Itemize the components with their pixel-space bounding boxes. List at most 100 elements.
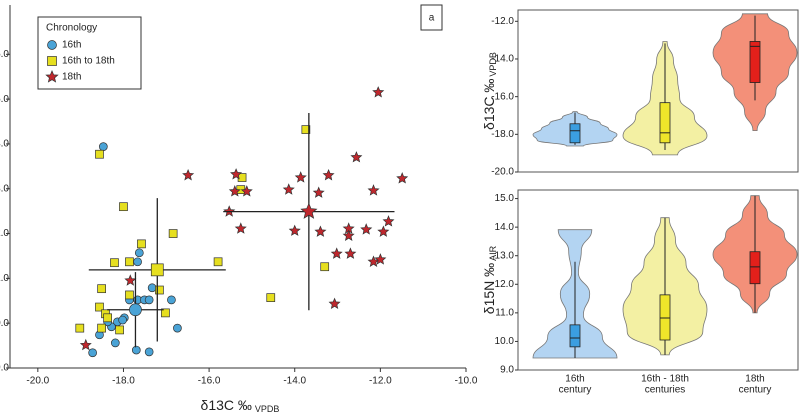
legend-label: 16th to 18th [62,56,115,67]
box [659,102,671,144]
point [133,257,142,267]
y-label-main: δ15N ‰ [481,263,497,314]
x-tick-label: centuries [645,385,686,396]
point [75,323,85,333]
point [230,168,243,180]
box [569,123,581,144]
point [144,347,154,357]
point [294,171,307,183]
x-label-main: δ13C ‰ [201,397,252,413]
point [396,172,409,184]
point [377,225,390,237]
point [382,215,395,227]
y-label-sub: AIR [488,245,498,261]
annotation: a [429,13,435,24]
point [131,345,141,355]
y-tick-label: -18.0 [491,129,514,140]
point [342,229,355,241]
y-tick-label: 15.0 [0,94,9,105]
annotation-box [420,4,443,31]
point [367,184,380,196]
point [144,295,154,305]
point [213,257,223,267]
point [45,69,59,83]
point [125,257,134,267]
y-tick-label: 12.0 [0,228,9,239]
x-tick-label: 16th [565,374,584,385]
y-label-main: δ13C ‰ [481,79,497,130]
point [288,224,301,236]
panel-frame [517,9,799,173]
point [314,225,327,237]
point [360,223,373,235]
y-tick-label: 11.0 [495,307,514,318]
y-tick-label: 11.0 [0,273,9,284]
point [134,248,144,258]
point [168,229,178,238]
y-tick-label: -20.0 [491,167,514,178]
point [124,274,137,286]
point [330,247,343,259]
y-tick-label: 16.0 [0,49,9,60]
x-tick-label: -10.0 [455,376,478,387]
legend-label: 18th [62,72,81,83]
point [350,151,363,163]
panel-frame [517,189,799,371]
box [659,294,671,341]
point [118,315,127,325]
y-tick-label: 9.0 [0,363,9,374]
x-tick-label: -12.0 [369,376,392,387]
point [328,297,341,310]
y-tick-label: 14.0 [0,139,9,150]
y-axis-label: δ13C ‰ VPDB [481,52,499,130]
point [147,283,157,293]
box [749,41,761,83]
point [155,285,164,295]
y-tick-label: 9.0 [500,365,514,376]
point [320,262,330,272]
legend-label: 16th [62,40,81,51]
y-tick-label: 13.0 [0,183,9,194]
y-tick-label: 14.0 [495,222,515,233]
point [344,247,357,259]
point [234,222,247,234]
point [95,302,104,312]
y-tick-label: 12.0 [495,279,515,290]
point [110,258,119,268]
point [266,293,276,302]
point [115,325,124,335]
box [749,251,761,285]
point [312,186,325,198]
point [103,313,112,323]
x-tick-label: century [559,385,592,396]
point [372,86,385,98]
point [125,290,134,300]
point [95,149,104,159]
point [300,202,318,219]
point [88,348,97,358]
point [161,308,170,318]
point [173,323,182,333]
x-tick-label: -16.0 [198,376,221,387]
x-tick-label: -18.0 [112,376,135,387]
point [282,183,295,195]
y-tick-label: -16.0 [491,91,514,102]
point [301,125,311,134]
point [79,338,92,351]
point [322,169,335,181]
x-tick-label: 16th - 18th [641,374,689,385]
point [97,284,106,294]
point [167,295,176,305]
point [137,239,146,249]
x-tick-label: century [739,385,772,396]
point [182,168,195,181]
point [240,185,253,197]
y-tick-label: 10.0 [0,318,9,329]
point [47,40,57,50]
y-tick-label: 13.0 [495,250,515,261]
point [47,56,57,66]
point [97,323,106,333]
box [569,324,581,348]
y-tick-label: 15.0 [495,193,515,204]
